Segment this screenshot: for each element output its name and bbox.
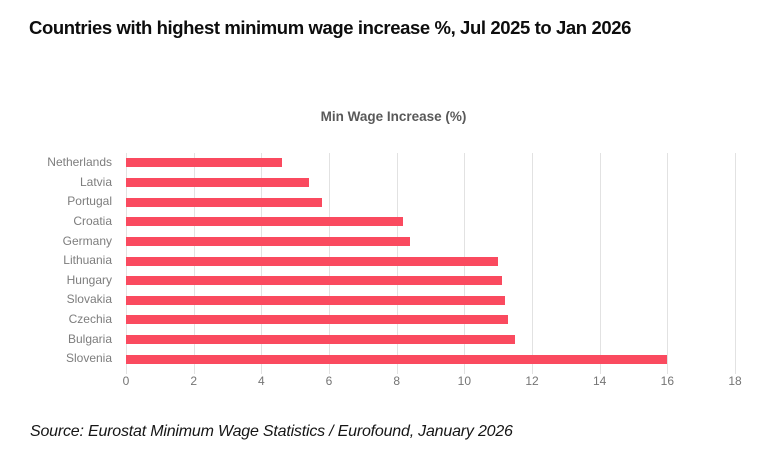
y-label-slovenia: Slovenia [65, 351, 112, 366]
bar-croatia [126, 217, 404, 227]
y-label-germany: Germany [62, 233, 112, 248]
bar-czechia [126, 315, 509, 325]
gridline [599, 153, 601, 369]
chart-title: Min Wage Increase (%) [320, 109, 467, 124]
y-label-hungary: Hungary [66, 272, 112, 287]
y-label-czechia: Czechia [68, 312, 112, 327]
bar-bulgaria [126, 335, 516, 345]
bar-lithuania [126, 256, 499, 266]
y-label-lithuania: Lithuania [63, 253, 112, 268]
x-tick-label: 18 [728, 374, 742, 388]
y-label-portugal: Portugal [67, 194, 112, 209]
gridline [532, 153, 533, 369]
bar-netherlands [126, 158, 282, 168]
y-label-slovakia: Slovakia [66, 292, 112, 307]
axis-tick-mark [126, 369, 127, 374]
bar-germany [126, 236, 411, 246]
x-tick-label: 16 [660, 374, 675, 388]
y-label-netherlands: Netherlands [47, 155, 112, 169]
y-axis-labels: Netherlands Latvia Portugal Croatia Germany L… [0, 153, 112, 369]
x-tick-label: 12 [525, 374, 539, 388]
axis-tick-mark [193, 369, 195, 374]
x-tick-label: 2 [190, 374, 197, 388]
axis-tick-mark [396, 369, 398, 374]
plot-area [126, 153, 736, 374]
bar-portugal [126, 197, 323, 207]
x-tick-label: 0 [122, 374, 130, 388]
x-tick-label: 4 [257, 374, 265, 388]
axis-tick-mark [735, 369, 736, 374]
bar-hungary [126, 276, 502, 286]
gridline [667, 153, 669, 369]
axis-tick-mark [261, 369, 263, 374]
gridline [735, 153, 736, 369]
y-label-croatia: Croatia [73, 213, 112, 228]
source-note: Source: Eurostat Minimum Wage Statistics… [30, 423, 513, 440]
x-tick-label: 14 [592, 374, 607, 388]
axis-tick-mark [532, 369, 533, 374]
axis-tick-mark [599, 369, 601, 374]
page-title: Countries with highest minimum wage incr… [29, 17, 631, 38]
y-label-bulgaria: Bulgaria [67, 331, 112, 346]
bar-slovakia [126, 295, 505, 305]
axis-tick-mark [329, 369, 330, 374]
y-label-latvia: Latvia [79, 174, 112, 189]
axis-tick-mark [667, 369, 669, 374]
x-tick-label: 8 [393, 374, 400, 388]
bar-slovenia [126, 354, 668, 364]
x-tick-label: 10 [457, 374, 472, 388]
x-tick-label: 6 [325, 374, 333, 388]
axis-tick-mark [464, 369, 466, 374]
bar-latvia [126, 177, 309, 187]
